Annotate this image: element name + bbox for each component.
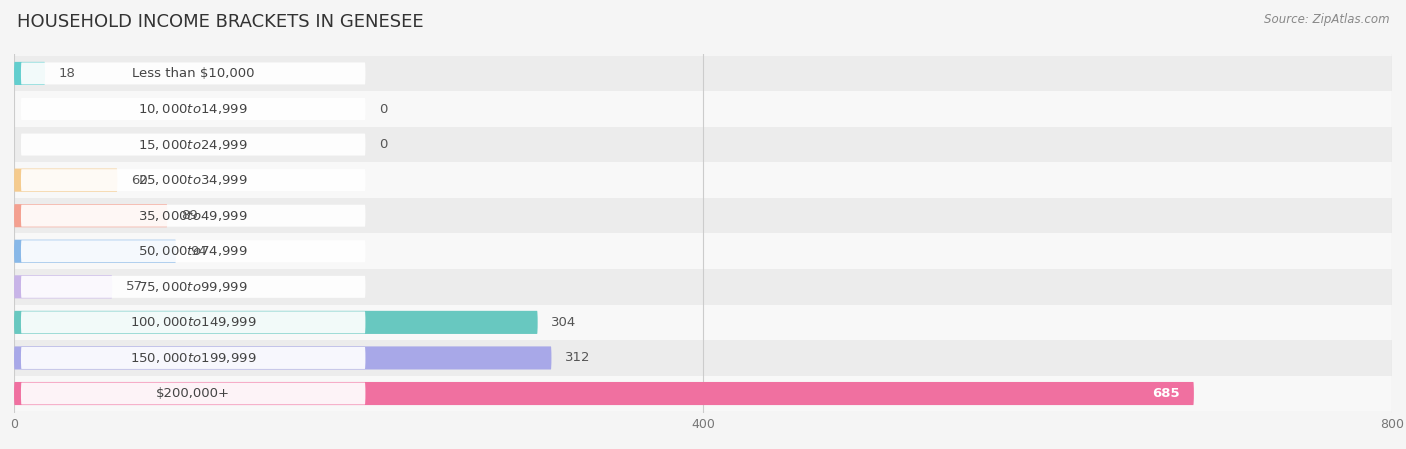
Text: $100,000 to $149,999: $100,000 to $149,999 <box>129 315 256 330</box>
FancyBboxPatch shape <box>21 169 366 191</box>
Text: $75,000 to $99,999: $75,000 to $99,999 <box>138 280 247 294</box>
Text: $35,000 to $49,999: $35,000 to $49,999 <box>138 209 247 223</box>
Text: 312: 312 <box>565 352 591 365</box>
FancyBboxPatch shape <box>21 134 366 155</box>
FancyBboxPatch shape <box>21 240 366 262</box>
Text: 94: 94 <box>190 245 207 258</box>
Bar <box>14 127 1392 163</box>
FancyBboxPatch shape <box>14 204 167 227</box>
Text: 0: 0 <box>380 138 388 151</box>
FancyBboxPatch shape <box>21 383 366 405</box>
FancyBboxPatch shape <box>14 168 118 192</box>
Text: $200,000+: $200,000+ <box>156 387 231 400</box>
FancyBboxPatch shape <box>21 276 366 298</box>
FancyBboxPatch shape <box>14 346 551 370</box>
Text: Source: ZipAtlas.com: Source: ZipAtlas.com <box>1264 13 1389 26</box>
Bar <box>14 376 1392 411</box>
Text: $25,000 to $34,999: $25,000 to $34,999 <box>138 173 247 187</box>
Bar <box>14 269 1392 304</box>
Bar <box>14 233 1392 269</box>
Text: 0: 0 <box>380 102 388 115</box>
Text: 57: 57 <box>127 280 143 293</box>
Bar <box>14 91 1392 127</box>
Text: Less than $10,000: Less than $10,000 <box>132 67 254 80</box>
Text: 304: 304 <box>551 316 576 329</box>
Text: HOUSEHOLD INCOME BRACKETS IN GENESEE: HOUSEHOLD INCOME BRACKETS IN GENESEE <box>17 13 423 31</box>
FancyBboxPatch shape <box>21 312 366 333</box>
FancyBboxPatch shape <box>14 382 1194 405</box>
Bar <box>14 163 1392 198</box>
FancyBboxPatch shape <box>21 98 366 120</box>
Text: $150,000 to $199,999: $150,000 to $199,999 <box>129 351 256 365</box>
FancyBboxPatch shape <box>14 240 176 263</box>
Bar <box>14 340 1392 376</box>
FancyBboxPatch shape <box>14 62 45 85</box>
Text: 60: 60 <box>131 174 148 187</box>
Text: 685: 685 <box>1153 387 1180 400</box>
FancyBboxPatch shape <box>14 275 112 299</box>
FancyBboxPatch shape <box>21 347 366 369</box>
FancyBboxPatch shape <box>21 205 366 227</box>
Bar <box>14 304 1392 340</box>
Bar <box>14 56 1392 91</box>
Text: 18: 18 <box>59 67 76 80</box>
Text: 89: 89 <box>181 209 198 222</box>
Text: $15,000 to $24,999: $15,000 to $24,999 <box>138 137 247 152</box>
FancyBboxPatch shape <box>14 311 537 334</box>
Text: $50,000 to $74,999: $50,000 to $74,999 <box>138 244 247 258</box>
FancyBboxPatch shape <box>21 62 366 84</box>
Text: $10,000 to $14,999: $10,000 to $14,999 <box>138 102 247 116</box>
Bar <box>14 198 1392 233</box>
